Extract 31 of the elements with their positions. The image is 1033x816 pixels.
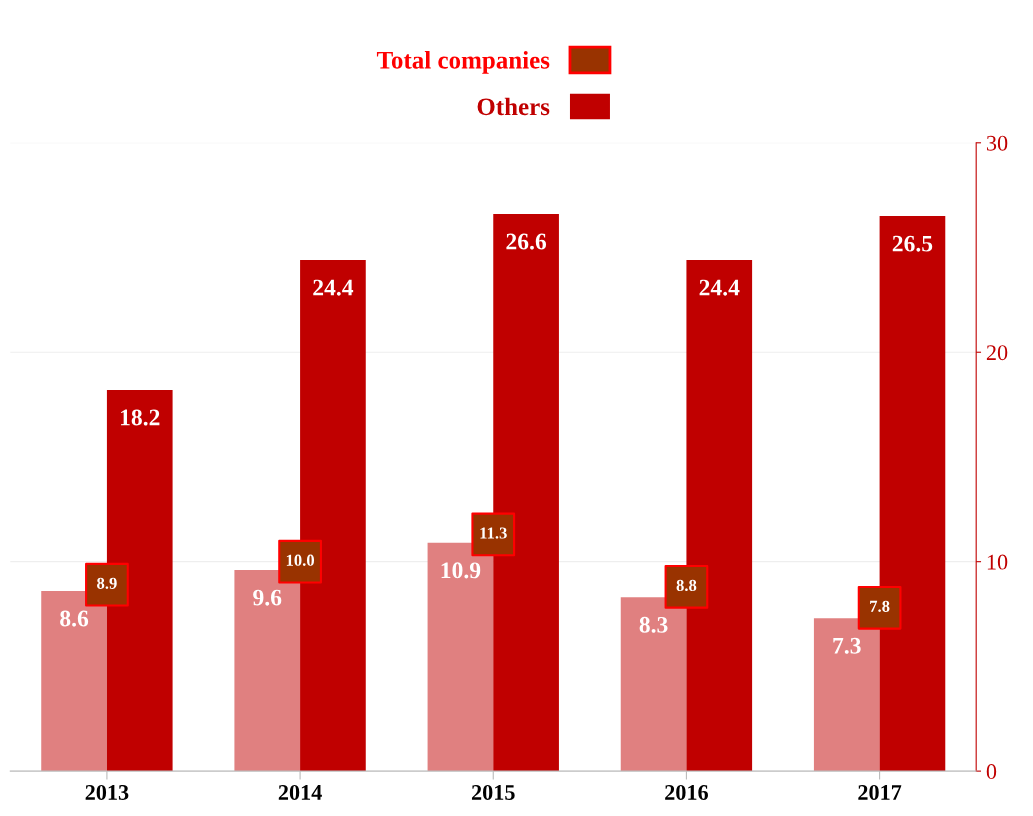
y-tick-label: 20 bbox=[986, 345, 1008, 361]
bar bbox=[813, 618, 880, 772]
bar bbox=[234, 570, 301, 772]
y-tick-label: 10 bbox=[987, 554, 1008, 570]
y-tick-label: 30 bbox=[986, 135, 1008, 151]
data-label: 8.6 bbox=[60, 610, 89, 627]
bar bbox=[620, 597, 687, 772]
data-label: 7.3 bbox=[833, 637, 861, 654]
data-label: 26.5 bbox=[892, 235, 933, 252]
x-tick-label: 2014 bbox=[278, 784, 322, 800]
data-label: 11.3 bbox=[480, 527, 507, 539]
bar bbox=[427, 542, 494, 772]
data-label: 24.4 bbox=[699, 279, 740, 296]
data-label: 8.8 bbox=[676, 579, 697, 592]
data-label: 8.9 bbox=[97, 577, 117, 589]
x-tick-label: 2017 bbox=[858, 784, 902, 800]
data-label: 26.6 bbox=[506, 233, 547, 250]
data-label: 7.8 bbox=[870, 600, 890, 612]
x-tick-label: 2016 bbox=[665, 784, 708, 800]
data-label: 8.3 bbox=[639, 616, 668, 633]
x-tick-label: 2013 bbox=[85, 784, 129, 800]
legend-label: Others bbox=[477, 97, 550, 116]
bar bbox=[41, 591, 107, 772]
data-label: 10.9 bbox=[441, 562, 481, 579]
data-label: 10.0 bbox=[286, 554, 315, 566]
x-tick-label: 2015 bbox=[471, 784, 515, 800]
data-label: 18.2 bbox=[120, 409, 160, 426]
y-tick-label: 0 bbox=[986, 764, 997, 780]
data-label: 9.6 bbox=[253, 589, 282, 606]
data-label: 24.4 bbox=[313, 279, 354, 296]
legend-label: Total companies bbox=[376, 51, 550, 74]
